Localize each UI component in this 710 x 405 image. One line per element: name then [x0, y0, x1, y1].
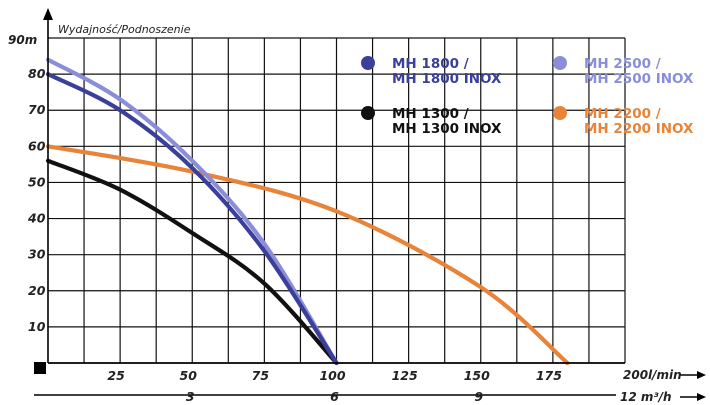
x2-tick-label: 6 — [330, 389, 339, 404]
x2-tick-label: 9 — [474, 389, 483, 404]
series-line-1 — [45, 57, 339, 366]
series-line-2 — [45, 158, 339, 366]
legend-label-2-line2: MH 1300 INOX — [392, 121, 502, 137]
legend-label-0: MH 1800 / — [392, 56, 469, 72]
series-line-0 — [45, 72, 339, 366]
y-tick-label: 20 — [28, 283, 46, 298]
grid — [48, 37, 626, 363]
tick-labels: 10 20 30 40 50 60 70 80 25 50 75 100 125 150 175 3 6 9 — [27, 66, 562, 404]
y-tick-label: 70 — [28, 102, 46, 117]
x-tick-label: 75 — [252, 368, 270, 383]
y-tick-label: 40 — [27, 211, 46, 226]
legend-label-3-line2: MH 2200 INOX — [584, 121, 694, 137]
curves — [45, 57, 570, 366]
x2-end-label: 12 m³/h — [620, 390, 672, 404]
x-tick-label: 150 — [464, 368, 490, 383]
legend-marker-1 — [553, 56, 567, 70]
y-tick-label: 10 — [28, 319, 46, 334]
axes — [34, 8, 706, 401]
x-tick-label: 175 — [536, 368, 562, 383]
x-tick-label: 50 — [180, 368, 198, 383]
y-top-label: 90m — [8, 33, 37, 47]
legend-marker-3 — [553, 106, 567, 120]
x2-axis-arrow — [697, 393, 706, 401]
x-axis-arrow — [697, 371, 706, 379]
x2-tick-label: 3 — [186, 389, 195, 404]
y-tick-label: 50 — [28, 174, 46, 189]
legend-label-2: MH 1300 / — [392, 106, 469, 122]
y-axis-title: Wydajność/Podnoszenie — [58, 23, 191, 36]
series-line-3 — [45, 144, 570, 366]
legend-label-1: MH 2500 / — [584, 56, 661, 72]
y-tick-label: 30 — [28, 247, 46, 262]
legend-label-1-line2: MH 2500 INOX — [584, 71, 694, 87]
x-end-label: 200l/min — [623, 368, 682, 382]
y-axis-arrow — [43, 8, 53, 20]
legend: MH 1800 /MH 1800 INOX MH 2500 /MH 2500 IN… — [361, 56, 694, 137]
origin-marker — [34, 362, 46, 374]
y-tick-label: 60 — [28, 138, 46, 153]
x-tick-label: 125 — [392, 368, 418, 383]
x-tick-label: 100 — [319, 368, 345, 383]
legend-label-3: MH 2200 / — [584, 106, 661, 122]
y-tick-label: 80 — [28, 66, 46, 81]
legend-marker-2 — [361, 106, 375, 120]
legend-marker-0 — [361, 56, 375, 70]
x-tick-label: 25 — [107, 368, 125, 383]
legend-label-0-line2: MH 1800 INOX — [392, 71, 502, 87]
